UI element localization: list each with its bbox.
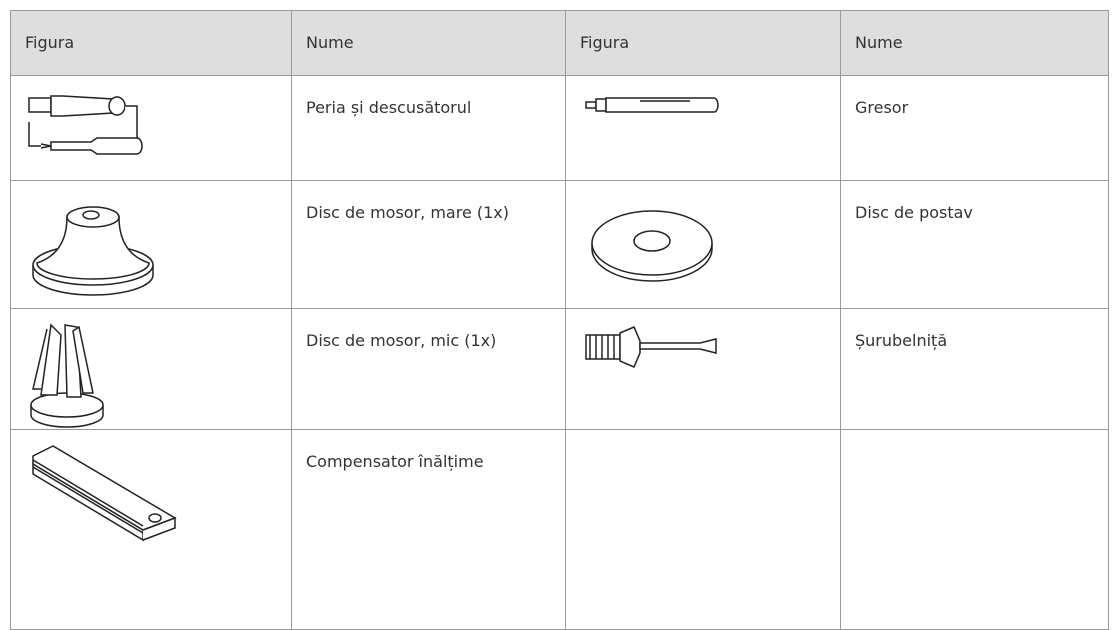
brush-ripper-icon [28, 95, 143, 155]
name-cell: Disc de mosor, mic (1x) [291, 308, 566, 430]
page: Figura Nume Figura Nume Peria și descusă… [10, 10, 1109, 630]
name-cell: Șurubelniță [840, 308, 1109, 430]
figure-cell [565, 75, 841, 181]
header-row: Figura Nume Figura Nume [10, 10, 1109, 76]
name-cell: Disc de postav [840, 180, 1109, 309]
empty-cell [840, 429, 1109, 630]
oiler-icon [585, 97, 719, 113]
name-cell: Disc de mosor, mare (1x) [291, 180, 566, 309]
figure-cell [10, 308, 292, 430]
figure-cell [565, 308, 841, 430]
empty-cell [565, 429, 841, 630]
name-cell: Peria și descusătorul [291, 75, 566, 181]
header-cell: Figura [10, 10, 292, 76]
row: Peria și descusătorul Gresor [10, 75, 1109, 181]
row: Compensator înălțime [10, 429, 1109, 630]
large-spool-disc-icon [32, 206, 154, 296]
figure-cell [565, 180, 841, 309]
accessory-table: Figura Nume Figura Nume Peria și descusă… [10, 10, 1109, 630]
row: Disc de mosor, mare (1x) Disc de postav [10, 180, 1109, 309]
name-cell: Compensator înălțime [291, 429, 566, 630]
height-compensator-icon [32, 445, 177, 542]
figure-cell [10, 75, 292, 181]
small-spool-disc-icon [30, 323, 104, 428]
header-cell: Nume [291, 10, 566, 76]
header-cell: Nume [840, 10, 1109, 76]
figure-cell [10, 180, 292, 309]
name-cell: Gresor [840, 75, 1109, 181]
row: Disc de mosor, mic (1x) Șurubelniță [10, 308, 1109, 430]
figure-cell [10, 429, 292, 630]
screwdriver-icon [585, 326, 717, 368]
felt-disc-icon [591, 210, 713, 282]
header-cell: Figura [565, 10, 841, 76]
